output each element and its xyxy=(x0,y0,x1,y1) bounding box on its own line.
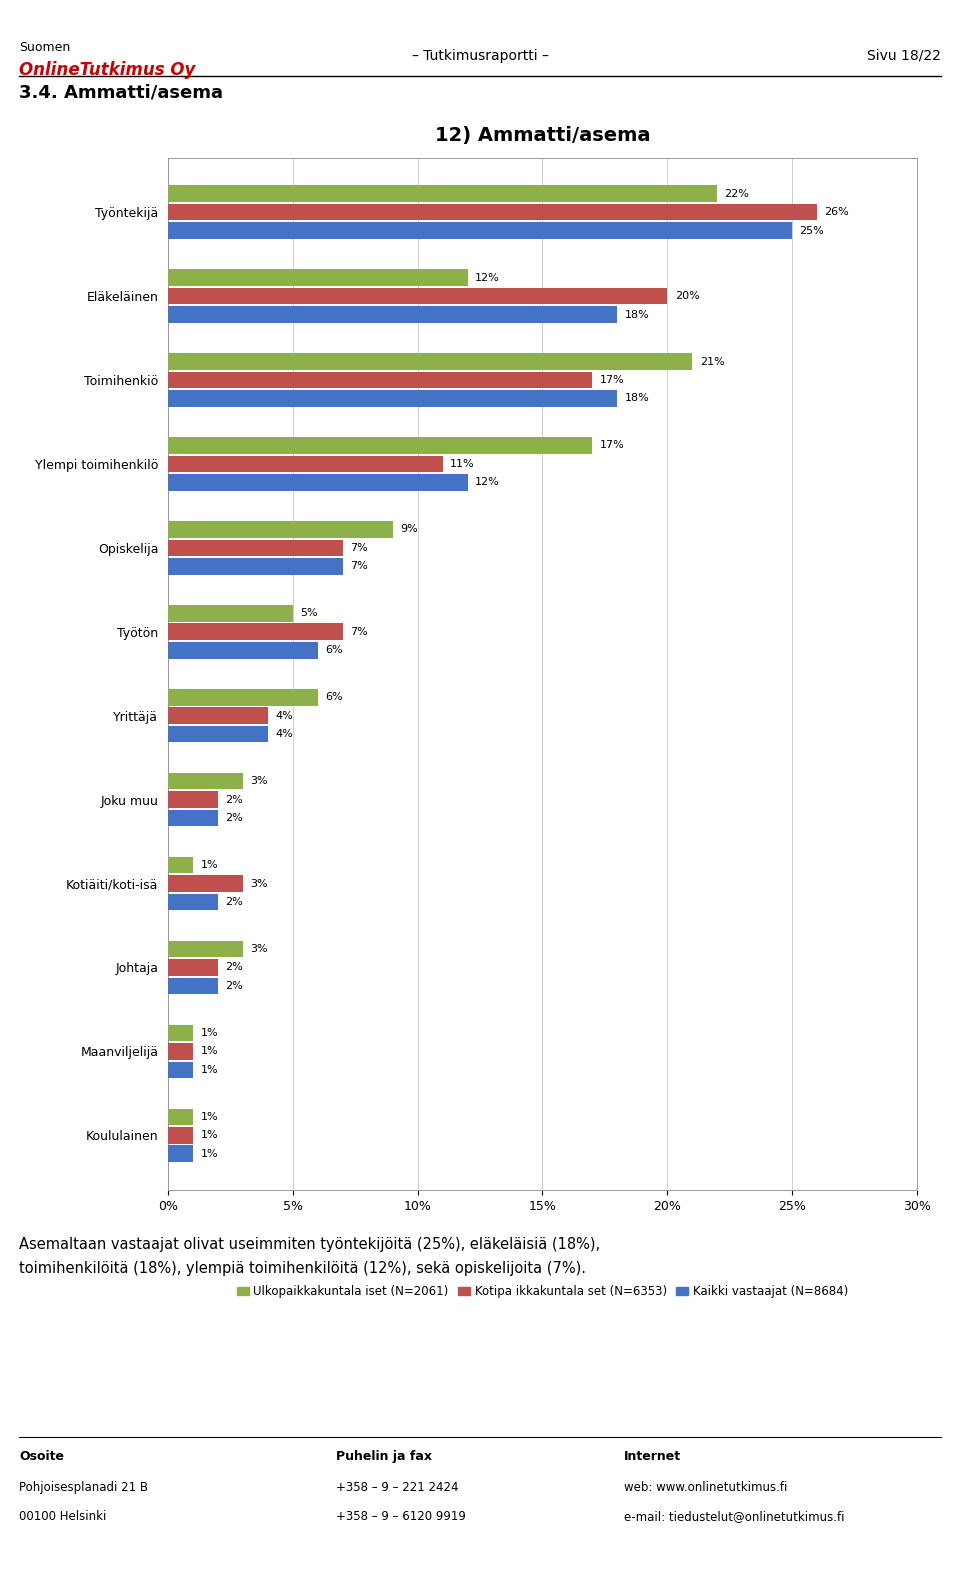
Bar xyxy=(168,522,393,537)
Text: Asemaltaan vastaajat olivat useimmiten työntekijöitä (25%), eläkeläisiä (18%),: Asemaltaan vastaajat olivat useimmiten t… xyxy=(19,1237,600,1253)
Text: 7%: 7% xyxy=(350,627,368,637)
Text: 18%: 18% xyxy=(625,309,650,320)
Text: 00100 Helsinki: 00100 Helsinki xyxy=(19,1510,107,1522)
Text: 18%: 18% xyxy=(625,394,650,403)
Text: OnlineTutkimus Oy: OnlineTutkimus Oy xyxy=(19,61,196,79)
Bar xyxy=(168,689,318,706)
Text: +358 – 9 – 221 2424: +358 – 9 – 221 2424 xyxy=(336,1481,459,1494)
Bar xyxy=(168,1108,193,1125)
Text: 25%: 25% xyxy=(800,225,825,236)
Text: 2%: 2% xyxy=(226,897,243,908)
Text: 12%: 12% xyxy=(475,273,500,282)
Bar xyxy=(168,222,792,240)
Text: 2%: 2% xyxy=(226,980,243,991)
Text: 6%: 6% xyxy=(325,692,343,703)
Bar xyxy=(168,875,243,892)
Bar xyxy=(168,810,218,826)
Bar xyxy=(168,727,268,742)
Text: Osoite: Osoite xyxy=(19,1450,64,1463)
Text: 12%: 12% xyxy=(475,478,500,487)
Bar xyxy=(168,437,592,454)
Text: Puhelin ja fax: Puhelin ja fax xyxy=(336,1450,432,1463)
Bar xyxy=(168,1062,193,1078)
Text: 26%: 26% xyxy=(825,206,850,217)
Text: 4%: 4% xyxy=(276,730,293,739)
Bar xyxy=(168,641,318,659)
Text: 3%: 3% xyxy=(251,775,268,786)
Bar xyxy=(168,605,293,621)
Legend: Ulkopaikkakuntala iset (N=2061), Kotipa ikkakuntala set (N=6353), Kaikki vastaaj: Ulkopaikkakuntala iset (N=2061), Kotipa … xyxy=(232,1280,852,1303)
Text: 21%: 21% xyxy=(700,356,725,367)
Title: 12) Ammatti/asema: 12) Ammatti/asema xyxy=(435,126,650,145)
Text: Sivu 18/22: Sivu 18/22 xyxy=(867,49,941,63)
Bar xyxy=(168,1043,193,1059)
Bar xyxy=(168,558,343,575)
Bar xyxy=(168,1146,193,1162)
Bar xyxy=(168,353,692,370)
Text: 1%: 1% xyxy=(201,1046,218,1056)
Bar xyxy=(168,474,468,490)
Text: 1%: 1% xyxy=(201,1130,218,1141)
Bar xyxy=(168,941,243,957)
Text: 3%: 3% xyxy=(251,878,268,889)
Text: 1%: 1% xyxy=(201,1028,218,1039)
Bar xyxy=(168,203,817,221)
Text: 6%: 6% xyxy=(325,645,343,656)
Text: 22%: 22% xyxy=(725,189,750,199)
Bar xyxy=(168,306,617,323)
Bar xyxy=(168,624,343,640)
Text: toimihenkilöitä (18%), ylempiä toimihenkilöitä (12%), sekä opiskelijoita (7%).: toimihenkilöitä (18%), ylempiä toimihenk… xyxy=(19,1261,587,1277)
Text: 2%: 2% xyxy=(226,813,243,823)
Text: 1%: 1% xyxy=(201,1111,218,1122)
Text: Pohjoisesplanadi 21 B: Pohjoisesplanadi 21 B xyxy=(19,1481,148,1494)
Bar xyxy=(168,539,343,556)
Bar xyxy=(168,960,218,976)
Bar xyxy=(168,708,268,723)
Text: e-mail: tiedustelut@onlinetutkimus.fi: e-mail: tiedustelut@onlinetutkimus.fi xyxy=(624,1510,845,1522)
Bar xyxy=(168,391,617,407)
Text: 5%: 5% xyxy=(300,608,318,618)
Text: 2%: 2% xyxy=(226,963,243,972)
Text: 17%: 17% xyxy=(600,440,625,451)
Bar xyxy=(168,857,193,873)
Bar xyxy=(168,977,218,994)
Text: Internet: Internet xyxy=(624,1450,682,1463)
Text: – Tutkimusraportti –: – Tutkimusraportti – xyxy=(412,49,548,63)
Text: 1%: 1% xyxy=(201,1149,218,1158)
Text: 4%: 4% xyxy=(276,711,293,720)
Bar xyxy=(168,772,243,790)
Text: +358 – 9 – 6120 9919: +358 – 9 – 6120 9919 xyxy=(336,1510,466,1522)
Text: 1%: 1% xyxy=(201,860,218,870)
Bar xyxy=(168,269,468,285)
Bar xyxy=(168,791,218,808)
Text: 11%: 11% xyxy=(450,459,474,470)
Bar xyxy=(168,1127,193,1144)
Text: web: www.onlinetutkimus.fi: web: www.onlinetutkimus.fi xyxy=(624,1481,787,1494)
Text: 3.4. Ammatti/asema: 3.4. Ammatti/asema xyxy=(19,84,223,101)
Bar xyxy=(168,186,717,202)
Text: 3%: 3% xyxy=(251,944,268,953)
Text: 2%: 2% xyxy=(226,794,243,805)
Bar xyxy=(168,894,218,911)
Text: 7%: 7% xyxy=(350,561,368,572)
Text: 1%: 1% xyxy=(201,1065,218,1075)
Text: 9%: 9% xyxy=(400,525,418,534)
Bar xyxy=(168,1024,193,1042)
Text: Suomen: Suomen xyxy=(19,41,70,54)
Text: 7%: 7% xyxy=(350,542,368,553)
Text: 17%: 17% xyxy=(600,375,625,385)
Bar xyxy=(168,455,443,473)
Text: 20%: 20% xyxy=(675,292,700,301)
Bar xyxy=(168,288,667,304)
Bar xyxy=(168,372,592,388)
